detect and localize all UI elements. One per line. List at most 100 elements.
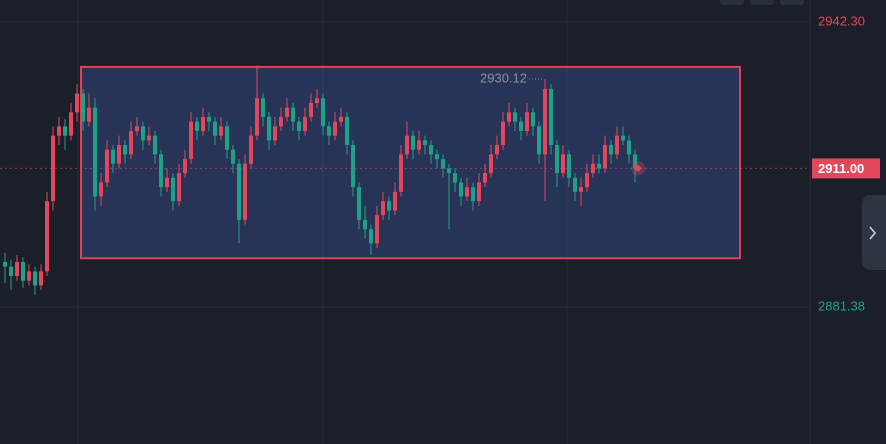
y-tick-label: 2881.38 bbox=[818, 298, 865, 313]
candle-body bbox=[573, 177, 577, 192]
candle-body bbox=[297, 121, 301, 132]
candle-body bbox=[627, 140, 631, 155]
candle-body bbox=[81, 93, 85, 122]
toolbar-button[interactable] bbox=[750, 0, 774, 5]
candle-body bbox=[561, 154, 565, 174]
candle-body bbox=[315, 98, 319, 103]
current-price-tag bbox=[812, 158, 880, 179]
candle-body bbox=[165, 177, 169, 188]
candle-body bbox=[393, 191, 397, 211]
candle-body bbox=[417, 140, 421, 150]
candle-body bbox=[237, 163, 241, 220]
candle-body bbox=[381, 201, 385, 216]
candle-body bbox=[375, 215, 379, 244]
candle-body bbox=[423, 140, 427, 146]
candle-body bbox=[495, 145, 499, 155]
candle-body bbox=[597, 163, 601, 169]
candle-body bbox=[171, 177, 175, 202]
candle-body bbox=[525, 112, 529, 132]
candle-body bbox=[543, 88, 547, 155]
current-price-dot bbox=[635, 165, 641, 172]
candle-body bbox=[57, 126, 61, 136]
candle-body bbox=[591, 163, 595, 174]
candle-body bbox=[489, 154, 493, 174]
annotation-label: 2930.12 bbox=[480, 70, 527, 85]
candle-body bbox=[63, 126, 67, 136]
candle-body bbox=[123, 145, 127, 155]
candle-body bbox=[609, 145, 613, 155]
candle-body bbox=[279, 116, 283, 127]
candle-body bbox=[243, 163, 247, 220]
candle-body bbox=[357, 187, 361, 220]
candle-body bbox=[195, 121, 199, 132]
candle-body bbox=[411, 135, 415, 150]
candle-body bbox=[567, 154, 571, 178]
candle-body bbox=[111, 149, 115, 164]
candle-body bbox=[3, 262, 7, 267]
candle-body bbox=[189, 121, 193, 160]
chevron-icon bbox=[869, 226, 877, 240]
candle-body bbox=[549, 88, 553, 146]
candle-body bbox=[507, 112, 511, 122]
candle-body bbox=[33, 271, 37, 286]
candle-body bbox=[465, 187, 469, 197]
candle-body bbox=[603, 145, 607, 169]
candle-body bbox=[255, 98, 259, 136]
y-tick-label: 2942.30 bbox=[818, 13, 865, 28]
candle-body bbox=[225, 126, 229, 150]
candle-body bbox=[15, 262, 19, 277]
candle-body bbox=[477, 182, 481, 202]
candle-body bbox=[39, 271, 43, 286]
candle-body bbox=[447, 168, 451, 174]
candle-body bbox=[519, 121, 523, 132]
current-price-label: 2911.00 bbox=[818, 161, 864, 176]
candle-body bbox=[87, 107, 91, 122]
candle-body bbox=[219, 126, 223, 136]
candle-body bbox=[303, 116, 307, 132]
candle-body bbox=[369, 229, 373, 244]
candle-body bbox=[273, 126, 277, 141]
candle-body bbox=[177, 173, 181, 202]
candle-body bbox=[555, 145, 559, 174]
candle-body bbox=[45, 201, 49, 272]
candle-body bbox=[513, 112, 517, 122]
candle-body bbox=[345, 116, 349, 146]
candle-body bbox=[153, 135, 157, 155]
candle-body bbox=[21, 262, 25, 281]
candle-body bbox=[135, 126, 139, 132]
candle-body bbox=[351, 145, 355, 188]
candle-body bbox=[339, 116, 343, 122]
candle-body bbox=[207, 116, 211, 122]
candle-body bbox=[213, 121, 217, 136]
candle-body bbox=[309, 102, 313, 117]
candle-body bbox=[159, 154, 163, 188]
candle-body bbox=[249, 135, 253, 164]
candle-body bbox=[27, 271, 31, 281]
candle-body bbox=[399, 154, 403, 192]
candle-body bbox=[501, 121, 505, 146]
candle-body bbox=[75, 93, 79, 113]
candle-body bbox=[363, 219, 367, 230]
plot-area: 2942.30 2881.38 2930.12 bbox=[0, 13, 865, 313]
candle-body bbox=[471, 187, 475, 202]
candle-body bbox=[441, 159, 445, 169]
candle-body bbox=[633, 154, 637, 169]
candle-body bbox=[9, 266, 13, 277]
candle-body bbox=[387, 201, 391, 211]
toolbar-button[interactable] bbox=[720, 0, 744, 5]
candle-body bbox=[537, 126, 541, 155]
candle-body bbox=[453, 173, 457, 183]
candle-body bbox=[615, 135, 619, 155]
candle-body bbox=[285, 107, 289, 117]
candle-body bbox=[117, 145, 121, 164]
candle-body bbox=[141, 126, 145, 141]
toolbar-button[interactable] bbox=[780, 0, 804, 5]
candle-body bbox=[435, 154, 439, 160]
candle-body bbox=[105, 149, 109, 183]
candle-body bbox=[483, 173, 487, 183]
candle-body bbox=[459, 182, 463, 197]
candle-body bbox=[51, 135, 55, 202]
candle-body bbox=[183, 159, 187, 174]
candle-body bbox=[93, 107, 97, 197]
